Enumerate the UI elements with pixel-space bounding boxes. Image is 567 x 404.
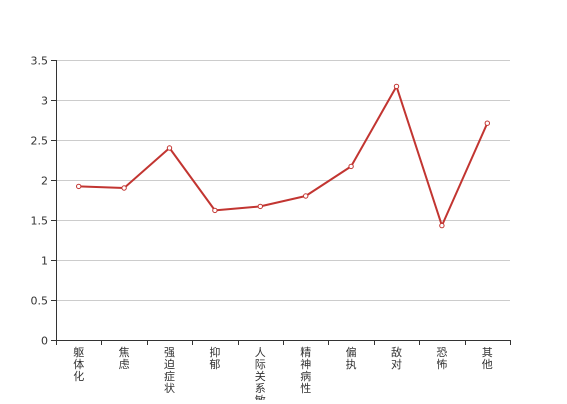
data-point-5[interactable]	[304, 194, 308, 198]
y-tick-label-0: 0	[41, 335, 48, 348]
x-tick-label-4: 人际关系敏感	[255, 346, 266, 400]
data-point-6[interactable]	[349, 164, 353, 168]
y-tick-label-6: 3	[41, 95, 48, 108]
y-axis-tick-labels: 0 0.5 1 1.5 2 2.5 3 3.5	[31, 55, 49, 348]
y-tick-label-5: 2.5	[31, 135, 49, 148]
x-tick-label-3: 抑郁	[209, 345, 220, 371]
series-layer	[77, 84, 490, 228]
data-point-3[interactable]	[213, 208, 217, 212]
data-point-0[interactable]	[77, 184, 81, 188]
y-tick-label-3: 1.5	[31, 215, 49, 228]
data-point-2[interactable]	[167, 146, 171, 150]
y-tick-label-1: 0.5	[31, 295, 49, 308]
series-line-0	[79, 86, 488, 225]
x-axis-tick-labels: 躯体化 焦虑 强迫症状 抑郁 人际关系敏感 精神病性 偏执 敌对 恐怖 其他	[73, 345, 493, 400]
data-point-4[interactable]	[258, 204, 262, 208]
x-tick-label-8: 恐怖	[436, 346, 447, 371]
x-tick-label-6: 偏执	[346, 345, 357, 371]
data-point-7[interactable]	[394, 84, 398, 88]
y-tick-label-7: 3.5	[31, 55, 49, 68]
x-tick-label-9: 其他	[482, 346, 493, 371]
data-point-8[interactable]	[440, 223, 444, 227]
data-point-1[interactable]	[122, 186, 126, 190]
x-tick-label-0: 躯体化	[73, 346, 84, 383]
y-tick-label-2: 1	[41, 255, 48, 268]
x-tick-label-7: 敌对	[391, 345, 402, 371]
x-tick-label-2: 强迫症状	[164, 346, 175, 395]
y-tick-label-4: 2	[41, 175, 48, 188]
x-tick-label-1: 焦虑	[119, 346, 130, 371]
grid-lines	[56, 61, 510, 301]
data-point-9[interactable]	[485, 121, 489, 125]
x-tick-label-5: 精神病性	[300, 346, 311, 395]
